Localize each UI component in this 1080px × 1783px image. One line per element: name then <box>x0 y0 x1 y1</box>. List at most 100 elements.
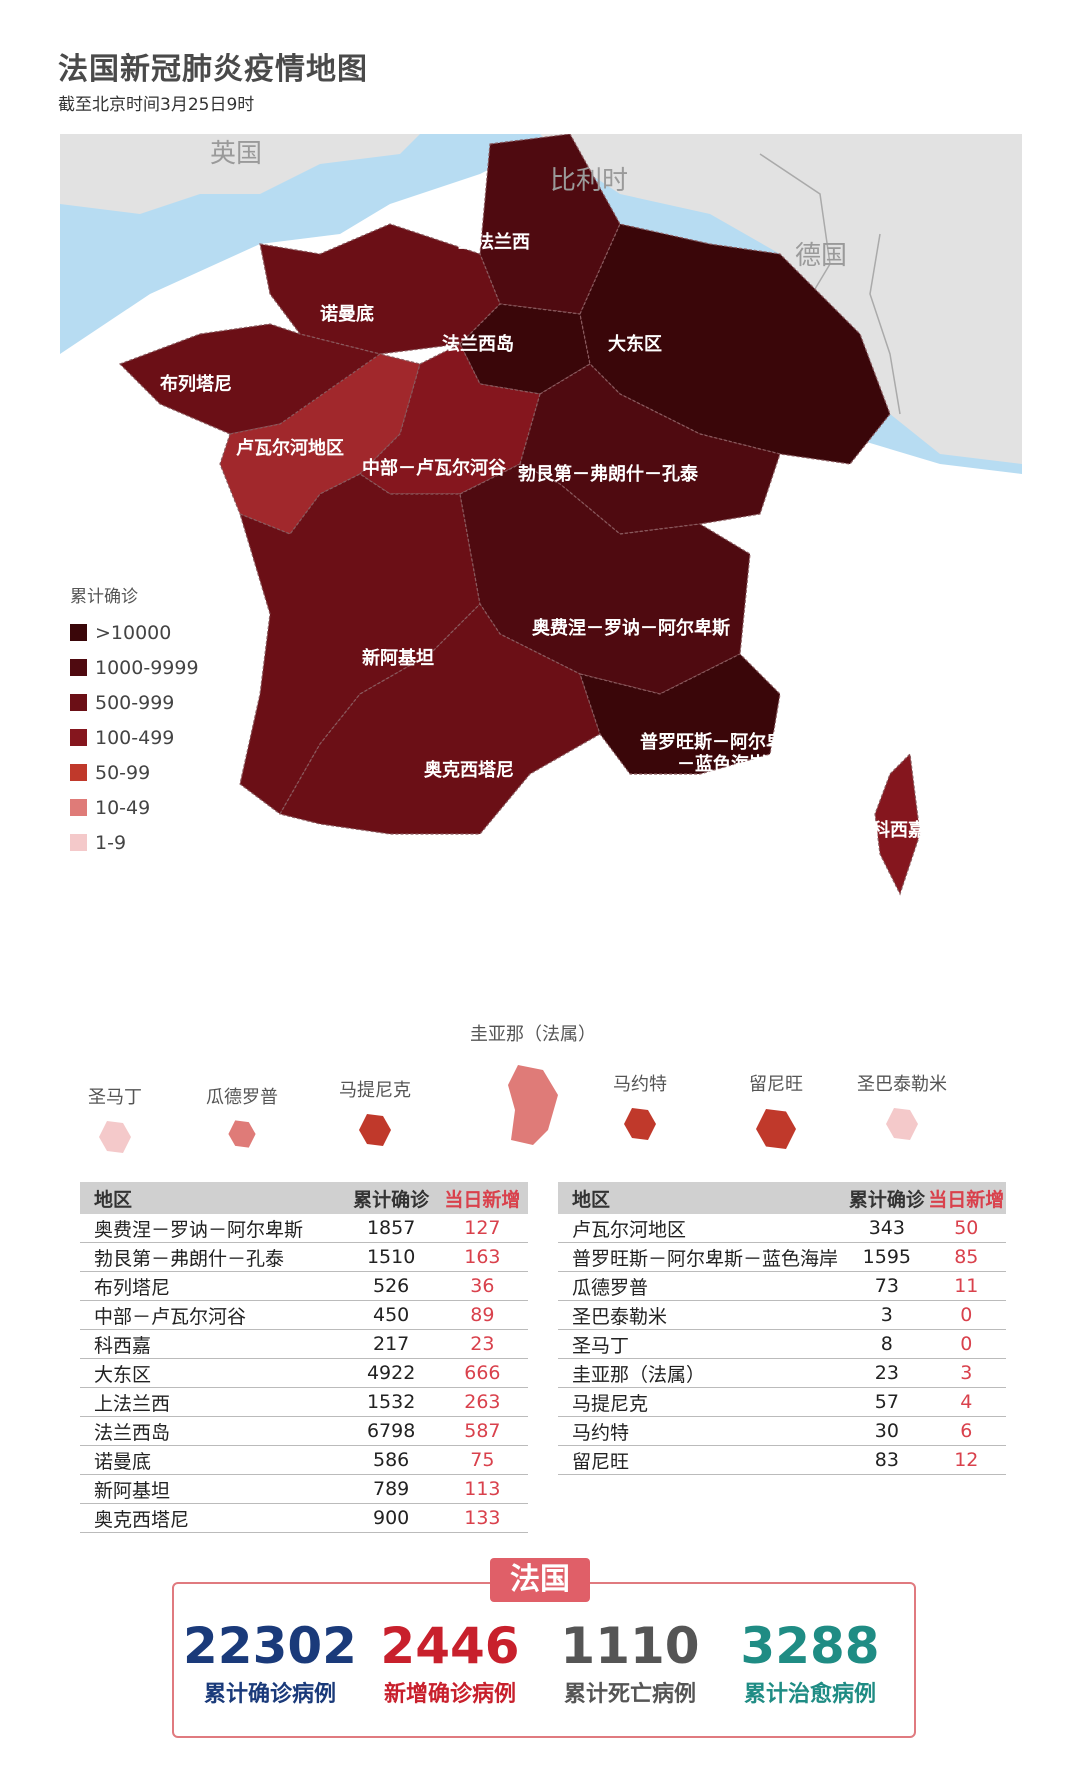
overseas-title-guyane: 圭亚那（法属） <box>470 1024 596 1045</box>
overseas-label: 留尼旺 <box>749 1074 803 1095</box>
cell-new: 3 <box>926 1358 1006 1388</box>
cell-cumulative: 900 <box>345 1503 437 1533</box>
col-header-region: 地区 <box>80 1182 346 1214</box>
cell-new: 127 <box>436 1214 528 1243</box>
cell-region: 圭亚那（法属） <box>558 1358 848 1388</box>
overseas-shape <box>228 1120 256 1148</box>
cell-region: 法兰西岛 <box>80 1416 346 1446</box>
table-row: 留尼旺 83 12 <box>558 1445 1006 1475</box>
legend-item: >10000 <box>70 615 199 650</box>
cell-region: 瓜德罗普 <box>558 1271 848 1301</box>
cell-region: 圣巴泰勒米 <box>558 1300 848 1330</box>
region-label-grand-est: 大东区 <box>608 333 662 355</box>
cell-region: 勃艮第－弗朗什－孔泰 <box>80 1242 346 1272</box>
col-header-cumulative: 累计确诊 <box>345 1182 437 1214</box>
cell-cumulative: 3 <box>847 1300 927 1330</box>
cell-cumulative: 1857 <box>345 1214 437 1243</box>
cell-new: 75 <box>436 1445 528 1475</box>
cell-new: 23 <box>436 1329 528 1359</box>
table-row: 瓜德罗普 73 11 <box>558 1271 1006 1301</box>
table-row: 圣巴泰勒米 3 0 <box>558 1300 1006 1330</box>
table-row: 中部－卢瓦尔河谷 450 89 <box>80 1300 528 1330</box>
cell-new: 4 <box>926 1387 1006 1417</box>
table-row: 勃艮第－弗朗什－孔泰 1510 163 <box>80 1242 528 1272</box>
region-label-nouvelle-aquitaine: 新阿基坦 <box>362 647 434 669</box>
cell-cumulative: 1595 <box>847 1242 927 1272</box>
cell-new: 36 <box>436 1271 528 1301</box>
overseas-label: 圣巴泰勒米 <box>857 1074 947 1095</box>
table-row: 诺曼底 586 75 <box>80 1445 528 1475</box>
overseas-label: 马约特 <box>613 1074 667 1095</box>
cell-cumulative: 73 <box>847 1271 927 1301</box>
col-header-new: 当日新增 <box>926 1182 1006 1214</box>
country-label-belgium: 比利时 <box>550 166 628 196</box>
region-pays-de-la-loire <box>219 353 421 535</box>
legend-item: 10-49 <box>70 790 199 825</box>
cell-region: 新阿基坦 <box>80 1474 346 1504</box>
cell-region: 诺曼底 <box>80 1445 346 1475</box>
region-label-corse: 科西嘉 <box>872 819 926 841</box>
table-row: 科西嘉 217 23 <box>80 1329 528 1359</box>
legend-rows: >10000 1000-9999 500-999 100-499 50-99 10-49 1… <box>70 615 199 860</box>
cell-cumulative: 4922 <box>345 1358 437 1388</box>
region-label-paca-line2: －蓝色海岸 <box>677 753 767 775</box>
legend-swatch <box>70 729 87 746</box>
cell-cumulative: 23 <box>847 1358 927 1388</box>
region-paca <box>579 653 781 775</box>
stat-label: 累计治愈病例 <box>743 1682 876 1707</box>
region-label-pays-de-la-loire: 卢瓦尔河地区 <box>236 437 344 459</box>
legend-item: 100-499 <box>70 720 199 755</box>
cell-new: 6 <box>926 1416 1006 1446</box>
stat-value: 22302 <box>183 1617 357 1675</box>
cell-new: 89 <box>436 1300 528 1330</box>
region-label-centre-val-de-loire: 中部－卢瓦尔河谷 <box>362 457 507 479</box>
stat-value: 2446 <box>380 1617 520 1675</box>
table-row: 马约特 30 6 <box>558 1416 1006 1446</box>
legend-item: 500-999 <box>70 685 199 720</box>
summary-stat: 1110 累计死亡病例 <box>540 1618 720 1708</box>
cell-cumulative: 1510 <box>345 1242 437 1272</box>
cell-region: 马约特 <box>558 1416 848 1446</box>
uk-land <box>60 134 420 214</box>
overseas-label: 圣马丁 <box>88 1087 142 1108</box>
cell-cumulative: 8 <box>847 1329 927 1359</box>
cell-region: 马提尼克 <box>558 1387 848 1417</box>
table-row: 马提尼克 57 4 <box>558 1387 1006 1417</box>
cell-new: 133 <box>436 1503 528 1533</box>
table-left-header: 地区 累计确诊 当日新增 <box>80 1182 528 1214</box>
legend-swatch <box>70 624 87 641</box>
col-header-new: 当日新增 <box>436 1182 528 1214</box>
legend-item: 1-9 <box>70 825 199 860</box>
region-label-paca-line1: 普罗旺斯－阿尔卑斯 <box>640 731 802 753</box>
summary-stat: 22302 累计确诊病例 <box>180 1618 360 1708</box>
summary-stat: 3288 累计治愈病例 <box>720 1618 900 1708</box>
cell-new: 50 <box>926 1214 1006 1243</box>
cell-region: 卢瓦尔河地区 <box>558 1214 848 1243</box>
table-row: 法兰西岛 6798 587 <box>80 1416 528 1446</box>
region-label-ile-de-france: 法兰西岛 <box>442 333 514 355</box>
cell-cumulative: 789 <box>345 1474 437 1504</box>
france-map: 英国 比利时 德国 上法兰西 诺曼底 法兰西岛 大东区 布列塔尼 卢瓦尔河地区 … <box>60 134 1022 1034</box>
cell-new: 11 <box>926 1271 1006 1301</box>
legend-swatch <box>70 834 87 851</box>
table-right-body: 卢瓦尔河地区 343 50 普罗旺斯－阿尔卑斯－蓝色海岸 1595 85 瓜德罗普 73 11 圣… <box>558 1214 1006 1475</box>
table-row: 大东区 4922 666 <box>80 1358 528 1388</box>
cell-new: 0 <box>926 1329 1006 1359</box>
table-row: 奥克西塔尼 900 133 <box>80 1503 528 1533</box>
cell-region: 大东区 <box>80 1358 346 1388</box>
cell-region: 圣马丁 <box>558 1329 848 1359</box>
cell-cumulative: 450 <box>345 1300 437 1330</box>
cell-new: 163 <box>436 1242 528 1272</box>
legend-swatch <box>70 764 87 781</box>
overseas-territory: 圣巴泰勒米 <box>847 1070 957 1144</box>
table-row: 普罗旺斯－阿尔卑斯－蓝色海岸 1595 85 <box>558 1242 1006 1272</box>
overseas-shape-guyane <box>508 1065 558 1145</box>
cell-region: 奥克西塔尼 <box>80 1503 346 1533</box>
legend-label: 500-999 <box>95 691 175 714</box>
cell-cumulative: 30 <box>847 1416 927 1446</box>
region-label-bourgogne: 勃艮第－弗朗什－孔泰 <box>518 463 699 485</box>
region-normandie <box>259 223 501 355</box>
overseas-shape <box>99 1121 131 1153</box>
cell-new: 12 <box>926 1445 1006 1475</box>
stat-label: 新增确诊病例 <box>383 1682 516 1707</box>
